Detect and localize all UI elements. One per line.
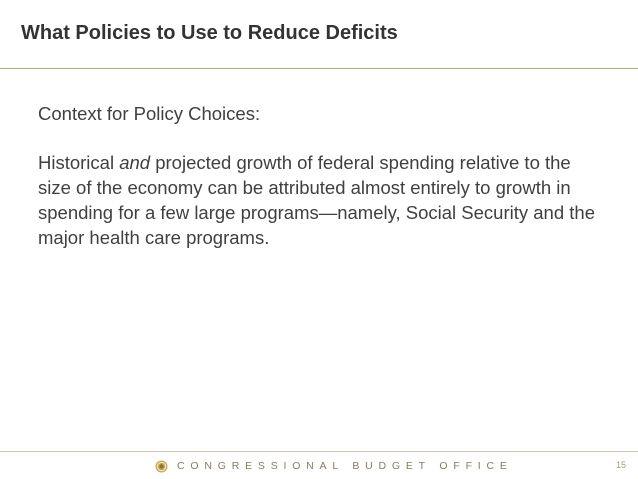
body-paragraph: Historical and projected growth of feder… bbox=[38, 150, 608, 250]
footer-divider bbox=[0, 451, 638, 452]
slide-body: Context for Policy Choices: Historical a… bbox=[38, 101, 608, 250]
footer: CONGRESSIONAL BUDGET OFFICE bbox=[155, 458, 513, 474]
paragraph-text-end: projected growth of federal spending rel… bbox=[38, 152, 595, 248]
cbo-seal-icon bbox=[155, 460, 168, 473]
paragraph-emphasis: and bbox=[119, 152, 151, 173]
title-divider bbox=[0, 68, 638, 69]
context-heading: Context for Policy Choices: bbox=[38, 103, 261, 124]
page-number: 15 bbox=[615, 460, 626, 470]
paragraph-text-start: Historical bbox=[38, 152, 120, 173]
organization-name: CONGRESSIONAL BUDGET OFFICE bbox=[177, 460, 513, 472]
slide-title: What Policies to Use to Reduce Deficits bbox=[21, 22, 398, 44]
